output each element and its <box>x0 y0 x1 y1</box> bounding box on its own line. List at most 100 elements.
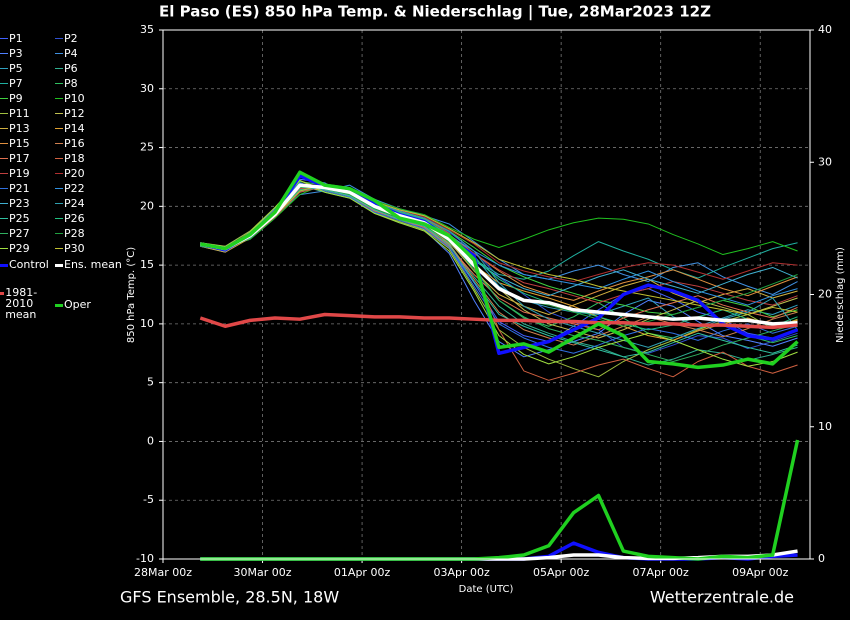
legend-item: 1981-2010 mean <box>0 287 55 320</box>
legend-item: P7 <box>0 78 55 89</box>
legend-label: P17 <box>9 152 30 165</box>
y-tick-label: 0 <box>147 434 154 447</box>
legend-swatch <box>55 188 63 189</box>
y-tick-label: -5 <box>143 493 154 506</box>
y-tick-label: 10 <box>140 317 154 330</box>
legend-item: P6 <box>55 63 125 74</box>
legend-swatch <box>0 143 8 144</box>
plot-frame <box>162 29 811 560</box>
legend-label: Ens. mean <box>64 258 122 271</box>
legend-swatch <box>55 113 63 114</box>
legend-label: P27 <box>9 227 30 240</box>
legend-label: P16 <box>64 137 85 150</box>
temp-line <box>200 185 798 327</box>
legend-swatch <box>0 38 8 39</box>
legend-swatch <box>0 264 8 267</box>
legend-label: P24 <box>64 197 85 210</box>
legend-swatch <box>55 248 63 249</box>
legend-swatch <box>55 304 63 307</box>
legend-item: P10 <box>55 93 125 104</box>
temp-line <box>200 183 798 256</box>
legend-item: P29 <box>0 243 55 254</box>
legend-item: P8 <box>55 78 125 89</box>
y2-tick-label: 20 <box>818 288 832 301</box>
legend-label: P9 <box>9 92 23 105</box>
legend-item: P3 <box>0 48 55 59</box>
legend-label: P25 <box>9 212 30 225</box>
x-tick-label: 07Apr 00z <box>633 566 690 579</box>
legend-item: P2 <box>55 33 125 44</box>
legend-swatch <box>55 98 63 99</box>
legend-swatch <box>55 68 63 69</box>
legend-item: P15 <box>0 138 55 149</box>
legend-swatch <box>0 292 5 295</box>
legend-swatch <box>55 38 63 39</box>
legend-label: P26 <box>64 212 85 225</box>
x-axis-label: Date (UTC) <box>459 584 514 595</box>
legend-item: P30 <box>55 243 125 254</box>
x-tick-label: 28Mar 00z <box>134 566 192 579</box>
chart-title: El Paso (ES) 850 hPa Temp. & Niederschla… <box>159 3 711 22</box>
legend-swatch <box>55 233 63 234</box>
y-tick-label: 30 <box>140 82 154 95</box>
legend-item: P23 <box>0 198 55 209</box>
legend-label: P23 <box>9 197 30 210</box>
legend-item: P19 <box>0 168 55 179</box>
legend-item: P17 <box>0 153 55 164</box>
legend-label: P6 <box>64 62 78 75</box>
temp-line <box>200 185 798 315</box>
temp-line <box>200 183 798 326</box>
legend-item: Control <box>0 259 55 270</box>
x-tick-label: 09Apr 00z <box>732 566 789 579</box>
legend-label: P30 <box>64 242 85 255</box>
legend-label: P14 <box>64 122 85 135</box>
legend-item: P24 <box>55 198 125 209</box>
temp-line <box>200 183 798 315</box>
y-tick-label: 25 <box>140 141 154 154</box>
y-tick-label: 5 <box>147 376 154 389</box>
legend-label: P15 <box>9 137 30 150</box>
legend-label: P10 <box>64 92 85 105</box>
legend-item: P9 <box>0 93 55 104</box>
y2-tick-label: 0 <box>818 552 825 565</box>
legend-swatch <box>0 233 8 234</box>
legend-label: P2 <box>64 32 78 45</box>
legend-item: P11 <box>0 108 55 119</box>
x-tick-label: 05Apr 00z <box>533 566 590 579</box>
legend-item: P4 <box>55 48 125 59</box>
legend-swatch <box>55 173 63 174</box>
temp-line <box>199 174 799 356</box>
legend-label: P19 <box>9 167 30 180</box>
temp-line <box>200 170 799 370</box>
legend-swatch <box>0 188 8 189</box>
legend-swatch <box>0 98 8 99</box>
legend-label: P5 <box>9 62 23 75</box>
y2-tick-label: 40 <box>818 23 832 36</box>
legend-item: P20 <box>55 168 125 179</box>
x-tick-label: 30Mar 00z <box>234 566 292 579</box>
legend-swatch <box>0 218 8 219</box>
legend-swatch <box>0 158 8 159</box>
y2-axis-label: Niederschlag (mm) <box>835 247 846 343</box>
legend-label: P28 <box>64 227 85 240</box>
legend-label: P21 <box>9 182 30 195</box>
temp-line <box>200 179 798 367</box>
legend-swatch <box>55 158 63 159</box>
legend-swatch <box>0 68 8 69</box>
legend-swatch <box>55 83 63 84</box>
x-tick-label: 01Apr 00z <box>334 566 391 579</box>
legend-label: P4 <box>64 47 78 60</box>
legend-label: 1981-2010 mean <box>5 286 38 321</box>
legend-item: P25 <box>0 213 55 224</box>
precip-line <box>200 439 800 561</box>
y-tick-label: -10 <box>136 552 154 565</box>
footer-right: Wetterzentrale.de <box>650 588 794 607</box>
y2-tick-label: 30 <box>818 155 832 168</box>
legend-swatch <box>0 83 8 84</box>
legend-swatch <box>55 128 63 129</box>
legend-label: Control <box>9 258 49 271</box>
legend-swatch <box>55 203 63 204</box>
legend-swatch <box>0 128 8 129</box>
temp-line <box>199 312 798 330</box>
